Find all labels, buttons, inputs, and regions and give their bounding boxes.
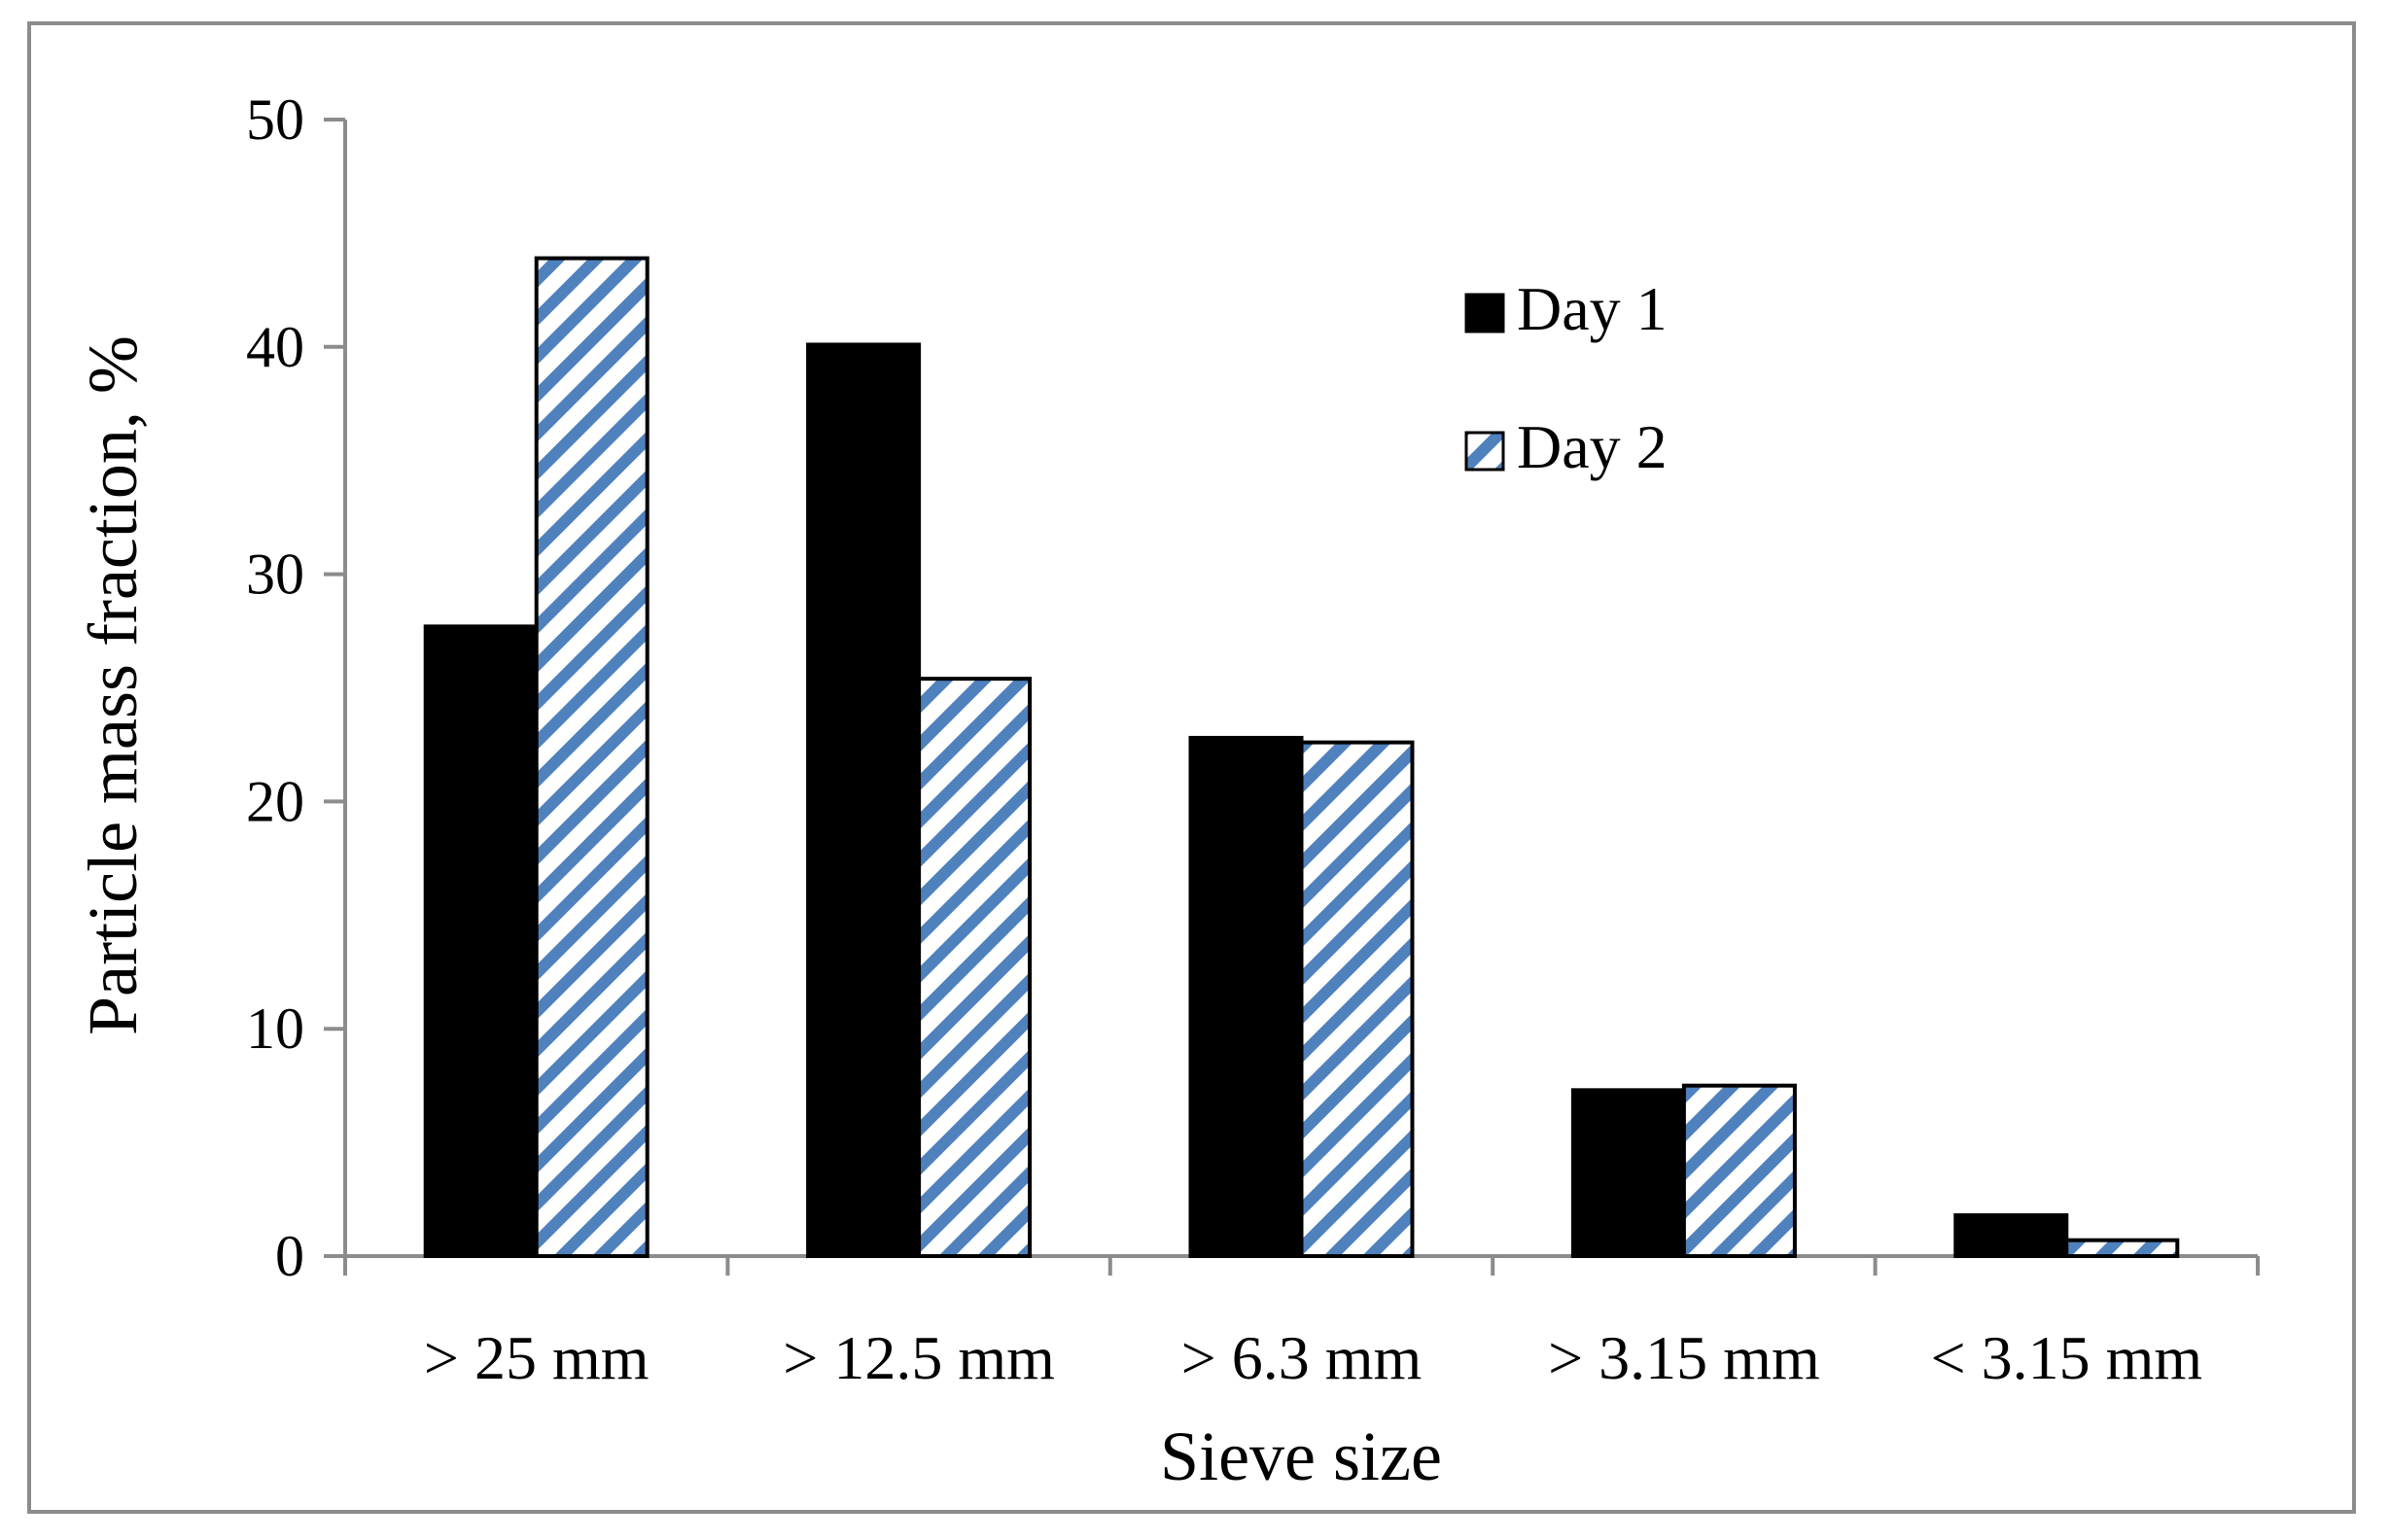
x-category-label: > 12.5 mm [783,1323,1055,1392]
legend-swatch-day-2 [1464,431,1505,472]
y-tick-label: 40 [246,315,304,379]
y-tick-label: 30 [246,542,304,607]
x-category-label: > 6.3 mm [1181,1323,1423,1392]
bar-day-1-2 [1188,735,1304,1258]
legend-label-day-1: Day 1 [1517,274,1668,343]
y-tick-label: 0 [275,1224,304,1288]
y-axis-title: Particle mass fraction, % [74,335,152,1035]
bar-day-2-3 [1681,1083,1797,1259]
x-category-label: > 3.15 mm [1548,1323,1820,1392]
x-category-label: < 3.15 mm [1930,1323,2202,1392]
bar-day-1-4 [1953,1212,2069,1259]
bar-day-1-3 [1570,1088,1686,1259]
y-tick-label: 20 [246,769,304,833]
legend-label-day-2: Day 2 [1517,412,1668,481]
y-tick-label: 10 [246,997,304,1061]
bar-day-1-1 [806,342,922,1259]
bar-day-1-0 [423,624,539,1258]
y-axis: 0 10 20 30 40 50 [246,88,347,1288]
bar-day-2-2 [1299,740,1415,1258]
bars [423,256,2180,1259]
legend: Day 1 Day 2 [1464,274,1668,481]
bar-day-2-1 [917,677,1033,1258]
x-axis: > 25 mm > 12.5 mm > 6.3 mm > 3.15 mm < 3.15 … [343,1254,2260,1392]
x-axis-title: Sieve size [1160,1418,1442,1495]
x-category-label: > 25 mm [424,1323,650,1392]
bar-day-2-0 [534,256,650,1258]
legend-swatch-day-1 [1464,293,1505,333]
bar-day-2-4 [2064,1238,2180,1259]
y-tick-label: 50 [246,88,304,152]
